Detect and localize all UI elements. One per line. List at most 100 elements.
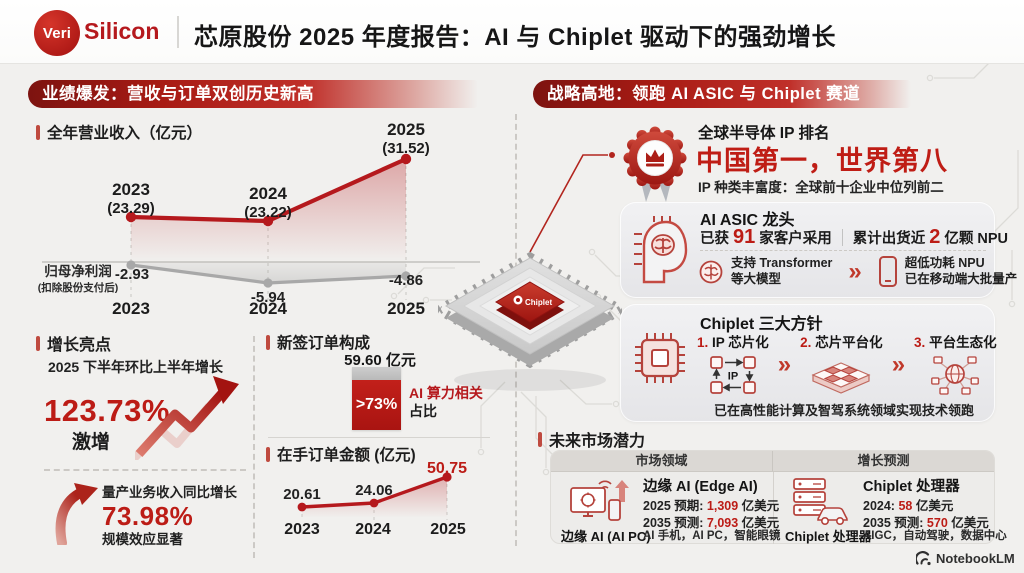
chip-die-label: Chiplet <box>525 298 552 307</box>
heading-accent-bar <box>36 124 40 140</box>
chip-red-die <box>495 281 565 323</box>
ai-asic-divider <box>700 250 986 251</box>
growth-divider <box>44 469 246 471</box>
revenue-x-2025: 2025 <box>387 299 425 318</box>
orders-heading-label: 新签订单构成 <box>277 335 371 352</box>
revenue-line-chart <box>42 153 480 300</box>
ai-asic-title: AI ASIC 龙头 <box>700 212 795 229</box>
growth-heading-label: 增长亮点 <box>47 337 112 354</box>
chiplet-title: Chiplet 三大方针 <box>700 316 823 333</box>
chip-outline-icon <box>635 333 685 383</box>
revenue-x-2023: 2023 <box>112 299 150 318</box>
future-heading: 未来市场潜力 <box>538 427 645 451</box>
backlog-heading-label: 在手订单金额 (亿元) <box>277 447 416 464</box>
chevron-right-icon: » <box>891 351 906 378</box>
stat2-post: 亿颗 NPU <box>944 231 1009 247</box>
chevron-right-icon: » <box>848 258 862 285</box>
backlog-value-2025: 50.75 <box>426 460 468 477</box>
verisilicon-logo-icon: Veri <box>34 10 80 56</box>
watermark-text: NotebookLM <box>936 551 1015 566</box>
edge-ai-row2: 2035 预测: 7,093 亿美元 <box>643 516 780 530</box>
backlog-line-chart <box>297 472 452 520</box>
ecosystem-network-icon <box>931 356 980 395</box>
stat1-pre: 已获 <box>700 231 729 247</box>
stat1-post: 家客户采用 <box>759 231 832 247</box>
chiplet-step-1: 1. IP 芯片化 IP <box>697 331 769 396</box>
profit-value-2024: -5.94 <box>250 289 286 306</box>
zigzag-growth-arrow-icon <box>135 376 239 460</box>
server-car-icon <box>793 478 848 525</box>
medal-icon <box>623 126 687 202</box>
chiplet-proc-bottom-label: Chiplet 处理器 <box>785 529 872 544</box>
future-table-header: 市场领域 增长预测 <box>551 451 994 472</box>
orders-bar-other-segment <box>352 367 401 380</box>
orders-heading: 新签订单构成 <box>266 331 370 353</box>
edge-ai-devices-icon <box>570 480 629 521</box>
chiplet-proc-row1: 2024: 58 亿美元 <box>863 499 954 513</box>
edge-ai-bottom-desc: AI 手机，AI PC，智能眼镜 <box>643 530 781 542</box>
strategy-banner: 战略高地：领跑 AI ASIC 与 Chiplet 赛道 <box>533 80 911 108</box>
feature2-text: 超低功耗 NPU 已在移动端大批量产 <box>904 256 1018 286</box>
col-header-market: 市场领域 <box>635 453 688 468</box>
chevron-right-icon: » <box>777 351 792 378</box>
chiplet-proc-title: Chiplet 处理器 <box>863 479 960 495</box>
left-subcolumn-divider <box>253 336 255 558</box>
stats-divider <box>841 229 843 246</box>
chiplet-proc-bottom-desc: AIGC，自动驾驶，数据中心 <box>863 530 1007 542</box>
notebooklm-watermark: NotebookLM <box>916 551 1015 566</box>
ai-head-icon <box>634 216 688 284</box>
col-header-growth: 增长预测 <box>772 451 994 471</box>
growth-heading: 增长亮点 <box>36 331 111 355</box>
chiplet-step-2: 2. 芯片平台化 <box>800 331 883 394</box>
backlog-year-2023: 2023 <box>284 521 320 538</box>
revenue-point-label-2025: 2025 (31.52) <box>382 120 430 157</box>
heading-accent-bar <box>266 334 270 350</box>
logo-silicon-text: Silicon <box>84 18 160 44</box>
chiplet-proc-row2: 2035 预测: 570 亿美元 <box>863 516 989 530</box>
backlog-year-2025: 2025 <box>430 521 466 538</box>
orders-bar-ai-segment: >73% <box>352 380 401 430</box>
heading-accent-bar <box>266 446 270 462</box>
ip-label: IP <box>728 371 738 383</box>
heading-accent-bar <box>538 431 542 447</box>
future-heading-label: 未来市场潜力 <box>549 433 646 450</box>
edge-ai-title: 边缘 AI (Edge AI) <box>643 479 758 495</box>
growth-line2: 量产业务收入同比增长 <box>102 485 237 500</box>
profit-value-2025: -4.86 <box>388 272 424 289</box>
growth-caption2: 规模效应显著 <box>102 531 183 547</box>
growth-percent2: 73.98% <box>102 500 194 531</box>
feature1-text: 支持 Transformer 等大模型 <box>731 256 833 286</box>
revenue-heading-label: 全年营业收入（亿元） <box>47 125 203 142</box>
backlog-value-2024: 24.06 <box>355 482 393 499</box>
header-divider <box>177 16 179 48</box>
chiplet-platform-icon <box>811 362 871 394</box>
header-bar: Veri Silicon 芯原股份 2025 年度报告：AI 与 Chiplet… <box>0 0 1024 64</box>
stat2-pre: 累计出货近 <box>852 231 926 247</box>
profit-series-label: 归母净利润 (扣除股份支付后) <box>37 264 119 294</box>
revenue-point-label-2023: 2023 (23.29) <box>107 180 155 217</box>
brain-icon <box>699 260 723 284</box>
chiplet-footer: 已在高性能计算及智驾系统领域实现技术领跑 <box>713 403 974 418</box>
growth-big-percent: 123.73% <box>44 393 170 428</box>
ranking-subline: IP 种类丰富度：全球前十企业中位列前二 <box>698 180 944 195</box>
page-title: 芯原股份 2025 年度报告：AI 与 Chiplet 驱动下的强劲增长 <box>194 24 837 51</box>
ai-asic-features: 支持 Transformer 等大模型 » 超低功耗 NPU 已在移动端大批量产 <box>698 256 1017 288</box>
growth-line1: 2025 下半年环比上半年增长 <box>48 359 224 375</box>
logo-veri-text: Veri <box>42 24 72 42</box>
future-table-column-divider <box>773 472 774 544</box>
revenue-point-label-2024: 2024 (23.22) <box>244 184 292 221</box>
ai-asic-stats: 已获 91 家客户采用 累计出货近 2 亿颗 NPU <box>700 226 1008 249</box>
curved-up-arrow-icon <box>55 483 98 545</box>
edge-ai-row1: 2025 预期: 1,309 亿美元 <box>643 499 780 513</box>
ranking-headline: 中国第一，世界第八 <box>696 146 948 176</box>
future-market-table: 市场领域 增长预测 边缘 AI (Edge AI) 2025 预期: 1,309… <box>550 450 1007 544</box>
stat1-number: 91 <box>733 226 756 248</box>
backlog-heading: 在手订单金额 (亿元) <box>266 443 416 465</box>
notebooklm-logo-icon <box>916 551 931 566</box>
orders-total-label: 59.60 亿元 <box>344 352 416 369</box>
chiplet-step-3: 3. 平台生态化 <box>914 331 997 396</box>
performance-banner: 业绩爆发：营收与订单双创历史新高 <box>28 80 478 108</box>
ip-blocks-icon: IP <box>710 356 756 394</box>
revenue-x-2024: 2024 <box>249 299 287 318</box>
